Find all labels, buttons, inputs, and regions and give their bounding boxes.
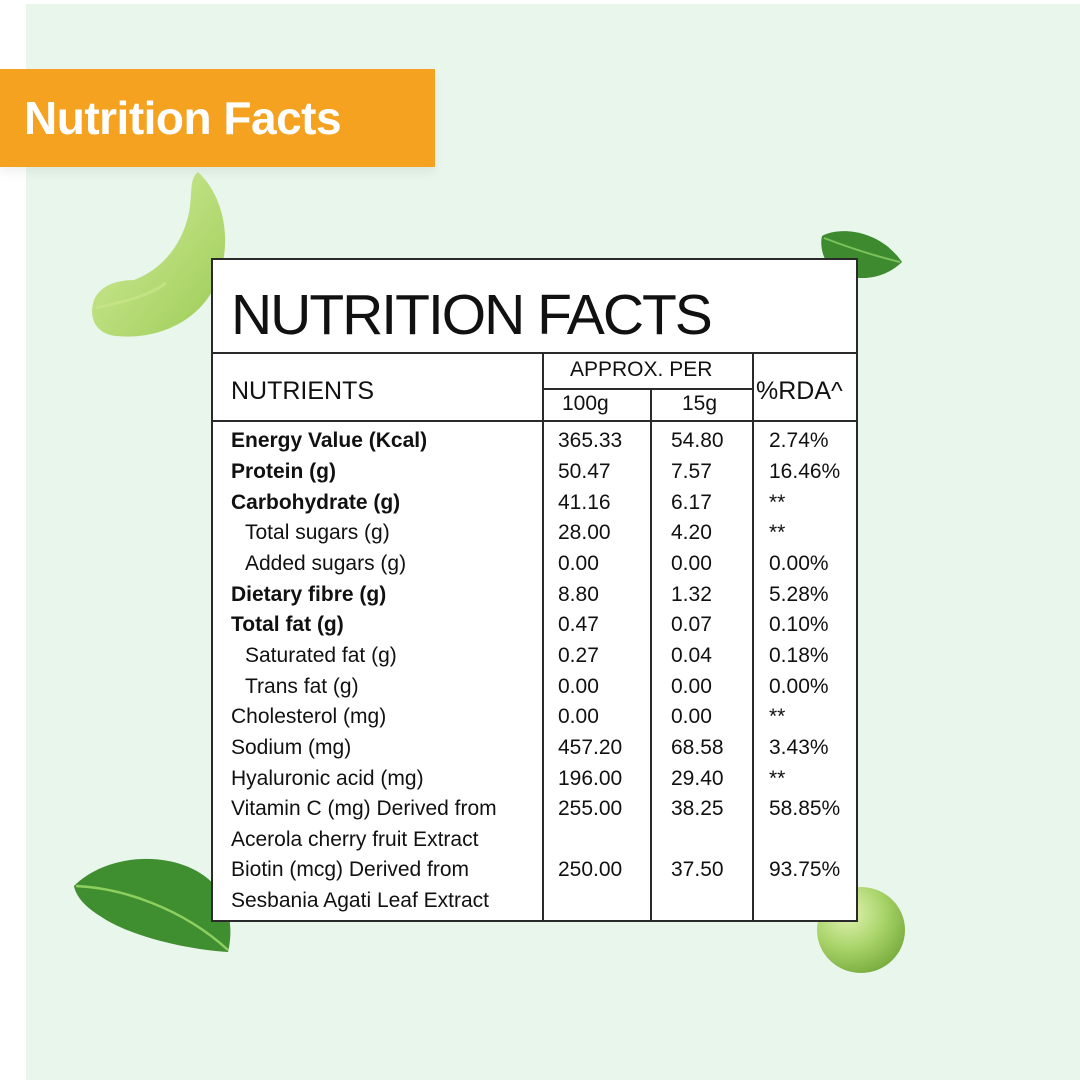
nutrient-name: Cholesterol (mg) [231, 705, 387, 728]
divider [213, 352, 856, 354]
approx-per-header: APPROX. PER [570, 358, 713, 381]
nutrient-name: Hyaluronic acid (mg) [231, 767, 424, 790]
nutrient-name: Saturated fat (g) [245, 644, 397, 667]
value-per-15g: 29.40 [671, 767, 724, 790]
value-per-15g: 0.04 [671, 644, 712, 667]
per-100g-header: 100g [562, 392, 609, 415]
value-per-15g: 68.58 [671, 736, 724, 759]
banner-title: Nutrition Facts [24, 92, 342, 144]
divider [542, 388, 752, 390]
table-row: Cholesterol (mg) 0.00 0.00 ** [213, 705, 856, 736]
table-row: Sodium (mg) 457.20 68.58 3.43% [213, 736, 856, 767]
per-15g-header: 15g [682, 392, 718, 415]
nutrients-header: NUTRIENTS [231, 377, 375, 405]
nutrient-name: Total sugars (g) [245, 521, 390, 544]
value-per-15g: 6.17 [671, 491, 712, 514]
value-rda: ** [769, 705, 786, 728]
value-rda: 0.10% [769, 613, 829, 636]
value-rda: 58.85% [769, 797, 841, 820]
table-row: Vitamin C (mg) Derived from 255.00 38.25… [213, 797, 856, 828]
value-per-100g: 0.00 [558, 705, 599, 728]
nutrient-name: Total fat (g) [231, 613, 344, 636]
nutrient-name: Dietary fibre (g) [231, 583, 387, 606]
divider [752, 352, 754, 920]
fruit-slice-icon [92, 172, 226, 337]
table-row: Trans fat (g) 0.00 0.00 0.00% [213, 675, 856, 706]
value-per-15g: 38.25 [671, 797, 724, 820]
value-rda: 5.28% [769, 583, 829, 606]
nutrient-name: Trans fat (g) [245, 675, 359, 698]
value-per-100g: 0.27 [558, 644, 599, 667]
value-per-100g: 196.00 [558, 767, 623, 790]
value-per-100g: 365.33 [558, 429, 623, 452]
table-row: Carbohydrate (g) 41.16 6.17 ** [213, 491, 856, 522]
divider [213, 420, 856, 422]
value-per-100g: 50.47 [558, 460, 611, 483]
value-per-15g: 0.07 [671, 613, 712, 636]
value-per-15g: 4.20 [671, 521, 712, 544]
value-per-15g: 37.50 [671, 858, 724, 881]
value-rda: 3.43% [769, 736, 829, 759]
nutrient-name: Carbohydrate (g) [231, 491, 401, 514]
nutrition-facts-table: NUTRITION FACTS NUTRIENTS APPROX. PER 10… [211, 258, 858, 922]
table-row: Saturated fat (g) 0.27 0.04 0.18% [213, 644, 856, 675]
nutrient-name: Sodium (mg) [231, 736, 352, 759]
value-per-100g: 41.16 [558, 491, 611, 514]
value-rda: 0.18% [769, 644, 829, 667]
value-rda: ** [769, 491, 786, 514]
value-per-15g: 0.00 [671, 705, 712, 728]
nutrient-name: Biotin (mcg) Derived from [231, 858, 470, 881]
divider [650, 388, 652, 920]
value-rda: ** [769, 521, 786, 544]
value-rda: 93.75% [769, 858, 841, 881]
value-per-100g: 250.00 [558, 858, 623, 881]
table-row: Added sugars (g) 0.00 0.00 0.00% [213, 552, 856, 583]
value-rda: 16.46% [769, 460, 841, 483]
rda-header: %RDA^ [756, 377, 843, 405]
nutrient-name-continued: Sesbania Agati Leaf Extract [231, 889, 489, 912]
table-row: Total sugars (g) 28.00 4.20 ** [213, 521, 856, 552]
table-row: Total fat (g) 0.47 0.07 0.10% [213, 613, 856, 644]
value-per-100g: 28.00 [558, 521, 611, 544]
table-row: Dietary fibre (g) 8.80 1.32 5.28% [213, 583, 856, 614]
value-per-15g: 1.32 [671, 583, 712, 606]
value-per-15g: 7.57 [671, 460, 712, 483]
nutrient-name-continued: Acerola cherry fruit Extract [231, 828, 479, 851]
nutrient-name: Energy Value (Kcal) [231, 429, 428, 452]
title-banner: Nutrition Facts [0, 69, 435, 167]
value-per-100g: 0.00 [558, 675, 599, 698]
table-row: Energy Value (Kcal) 365.33 54.80 2.74% [213, 429, 856, 460]
value-rda: ** [769, 767, 786, 790]
value-per-15g: 0.00 [671, 552, 712, 575]
nutrient-name: Added sugars (g) [245, 552, 407, 575]
table-title: NUTRITION FACTS [231, 283, 713, 347]
value-per-100g: 255.00 [558, 797, 623, 820]
table-row: Hyaluronic acid (mg) 196.00 29.40 ** [213, 767, 856, 798]
value-rda: 2.74% [769, 429, 829, 452]
value-per-100g: 0.47 [558, 613, 599, 636]
divider [542, 352, 544, 920]
nutrient-name: Vitamin C (mg) Derived from [231, 797, 497, 820]
value-per-100g: 0.00 [558, 552, 599, 575]
nutrient-name: Protein (g) [231, 460, 336, 483]
table-row: Biotin (mcg) Derived from 250.00 37.50 9… [213, 858, 856, 889]
value-per-100g: 8.80 [558, 583, 599, 606]
table-row: Protein (g) 50.47 7.57 16.46% [213, 460, 856, 491]
value-per-15g: 54.80 [671, 429, 724, 452]
value-per-15g: 0.00 [671, 675, 712, 698]
leaf-icon [74, 858, 231, 952]
value-per-100g: 457.20 [558, 736, 623, 759]
value-rda: 0.00% [769, 552, 829, 575]
value-rda: 0.00% [769, 675, 829, 698]
